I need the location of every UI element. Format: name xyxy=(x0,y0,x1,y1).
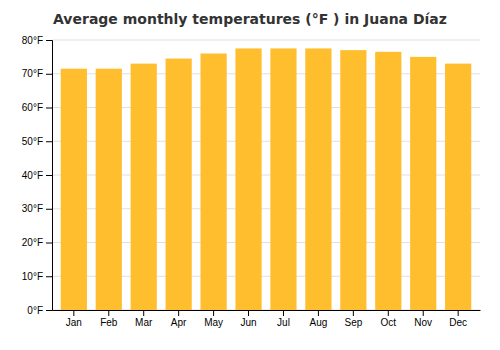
y-tick-mark xyxy=(46,40,52,41)
x-tick-mark xyxy=(73,310,74,316)
plot: 0°F 10°F 20°F 30°F 40°F 50°F 60°F 70°F 80°F Jan Fe… xyxy=(22,35,481,328)
x-tick: Jul xyxy=(277,310,290,328)
x-tick-label: Oct xyxy=(381,317,397,328)
bar xyxy=(305,48,331,310)
bar xyxy=(61,69,87,310)
y-tick: 0°F xyxy=(27,305,52,316)
y-tick-label: 60°F xyxy=(22,102,43,113)
grid-line xyxy=(52,40,480,41)
x-tick: May xyxy=(204,310,223,328)
x-tick-label: Jun xyxy=(240,317,256,328)
y-tick: 40°F xyxy=(22,170,52,181)
x-tick-mark xyxy=(353,310,354,316)
grid xyxy=(52,40,480,310)
y-tick-mark xyxy=(46,141,52,142)
bar xyxy=(375,52,401,310)
x-tick-mark xyxy=(248,310,249,316)
y-tick: 50°F xyxy=(22,136,52,147)
x-tick-label: Nov xyxy=(414,317,432,328)
y-tick: 10°F xyxy=(22,271,52,282)
x-tick-label: Jan xyxy=(66,317,82,328)
y-tick-label: 20°F xyxy=(22,237,43,248)
x-tick-label: Jul xyxy=(277,317,290,328)
x-tick-mark xyxy=(458,310,459,316)
y-tick-mark xyxy=(46,74,52,75)
y-tick: 20°F xyxy=(22,237,52,248)
y-tick-label: 70°F xyxy=(22,68,43,79)
x-tick-mark xyxy=(143,310,144,316)
x-tick: Jun xyxy=(240,310,256,328)
y-tick-mark xyxy=(46,310,52,311)
x-tick: Mar xyxy=(135,310,153,328)
x-tick-label: Aug xyxy=(310,317,328,328)
y-tick-mark xyxy=(46,209,52,210)
x-tick: Jan xyxy=(66,310,82,328)
y-tick: 80°F xyxy=(22,35,52,46)
y-tick-label: 50°F xyxy=(22,136,43,147)
x-tick-label: Dec xyxy=(449,317,467,328)
x-tick-mark xyxy=(318,310,319,316)
x-tick: Feb xyxy=(100,310,118,328)
x-axis-line xyxy=(53,310,481,311)
bar xyxy=(131,64,157,310)
y-tick-label: 40°F xyxy=(22,170,43,181)
x-tick-label: Mar xyxy=(135,317,153,328)
x-tick: Dec xyxy=(449,310,467,328)
chart: 0°F 10°F 20°F 30°F 40°F 50°F 60°F 70°F 80°F Jan Fe… xyxy=(0,0,500,350)
y-tick-label: 0°F xyxy=(27,305,43,316)
x-tick: Apr xyxy=(171,310,187,328)
bars xyxy=(61,48,472,310)
x-axis: Jan Feb Mar Apr May Jun Jul Aug Sep Oct Nov Dec xyxy=(53,310,481,328)
x-tick: Aug xyxy=(310,310,328,328)
bar xyxy=(96,69,122,310)
y-tick-label: 10°F xyxy=(22,271,43,282)
x-tick-mark xyxy=(213,310,214,316)
bar xyxy=(410,57,436,310)
y-tick-mark xyxy=(46,175,52,176)
x-tick: Nov xyxy=(414,310,432,328)
x-tick-label: May xyxy=(204,317,223,328)
x-tick-mark xyxy=(423,310,424,316)
x-tick-label: Feb xyxy=(100,317,118,328)
bar xyxy=(166,59,192,310)
y-tick-mark xyxy=(46,276,52,277)
y-tick: 60°F xyxy=(22,102,52,113)
y-tick: 70°F xyxy=(22,68,52,79)
x-tick-mark xyxy=(283,310,284,316)
x-tick-label: Sep xyxy=(344,317,362,328)
x-tick-label: Apr xyxy=(171,317,187,328)
y-tick: 30°F xyxy=(22,203,52,214)
bar xyxy=(235,48,261,310)
y-tick-mark xyxy=(46,108,52,109)
y-axis: 0°F 10°F 20°F 30°F 40°F 50°F 60°F 70°F 80°F xyxy=(22,35,53,316)
y-tick-label: 30°F xyxy=(22,203,43,214)
x-tick: Oct xyxy=(381,310,397,328)
bar xyxy=(445,64,471,310)
bar xyxy=(340,50,366,310)
x-tick-mark xyxy=(388,310,389,316)
x-tick-mark xyxy=(178,310,179,316)
y-tick-label: 80°F xyxy=(22,35,43,46)
title: Average monthly temperatures (°F ) in Ju… xyxy=(53,11,447,27)
x-tick-mark xyxy=(108,310,109,316)
x-tick: Sep xyxy=(344,310,362,328)
bar xyxy=(200,54,226,311)
y-axis-line xyxy=(46,41,53,311)
bar xyxy=(270,48,296,310)
y-tick-mark xyxy=(46,243,52,244)
